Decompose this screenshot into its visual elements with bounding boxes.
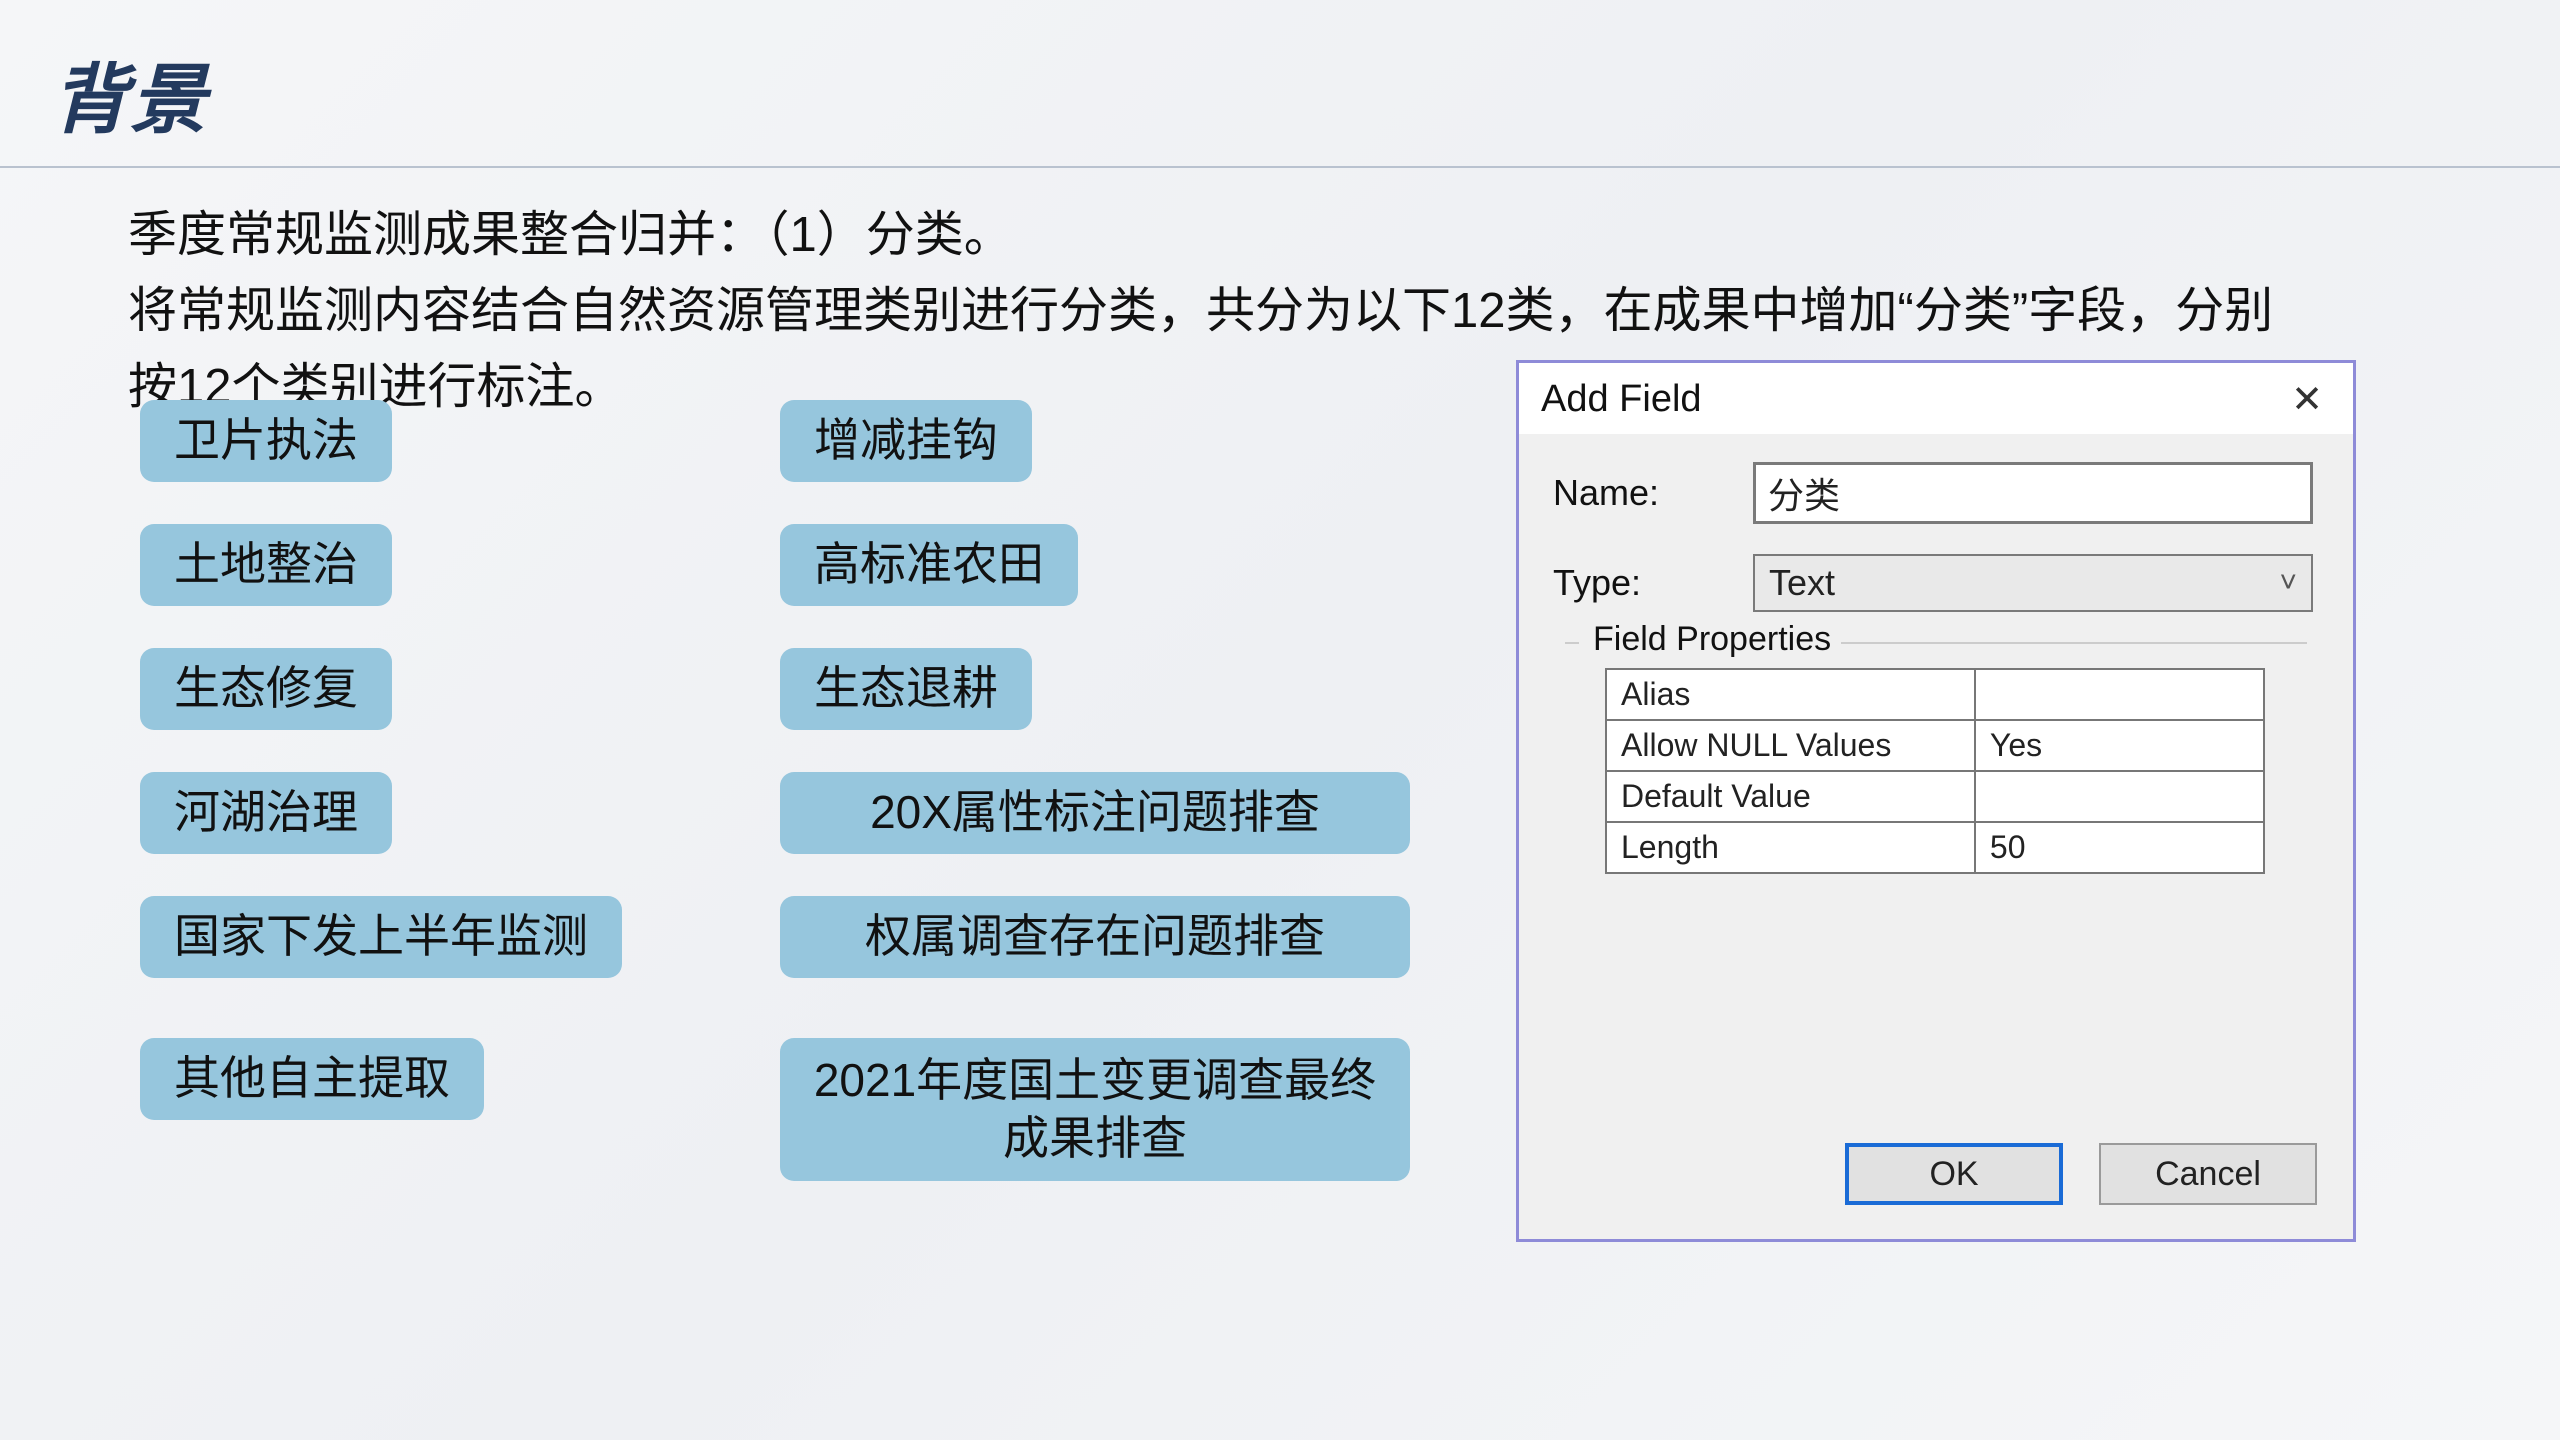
prop-value[interactable]: [1975, 771, 2264, 822]
dialog-titlebar: Add Field ✕: [1519, 363, 2353, 434]
dialog-button-row: OK Cancel: [1845, 1143, 2317, 1205]
type-label: Type:: [1553, 562, 1753, 604]
prop-label: Alias: [1606, 669, 1975, 720]
fieldset-legend: Field Properties: [1583, 620, 1841, 659]
prop-label: Length: [1606, 822, 1975, 873]
type-select[interactable]: Text ˅: [1753, 554, 2313, 612]
category-item: 其他自主提取: [140, 1038, 484, 1120]
ok-button[interactable]: OK: [1845, 1143, 2063, 1205]
category-grid: 卫片执法 增减挂钩 土地整治 高标准农田 生态修复 生态退耕 河湖治理 20X属…: [140, 400, 1500, 1223]
field-properties-table: Alias Allow NULL Values Yes Default Valu…: [1605, 668, 2265, 874]
table-row: Alias: [1606, 669, 2264, 720]
field-properties-fieldset: Field Properties Alias Allow NULL Values…: [1565, 642, 2307, 914]
close-icon[interactable]: ✕: [2283, 377, 2331, 422]
add-field-dialog: Add Field ✕ Name: 分类 Type: Text ˅ Field …: [1516, 360, 2356, 1242]
slide-title: 背景: [0, 0, 2560, 148]
category-item: 2021年度国土变更调查最终成果排查: [780, 1038, 1410, 1181]
category-item: 国家下发上半年监测: [140, 896, 622, 978]
table-row: Allow NULL Values Yes: [1606, 720, 2264, 771]
category-item: 生态退耕: [780, 648, 1032, 730]
category-item: 土地整治: [140, 524, 392, 606]
prop-value[interactable]: [1975, 669, 2264, 720]
category-item: 权属调查存在问题排查: [780, 896, 1410, 978]
dialog-body: Name: 分类 Type: Text ˅ Field Properties A…: [1519, 434, 2353, 914]
category-item: 卫片执法: [140, 400, 392, 482]
category-item: 河湖治理: [140, 772, 392, 854]
category-item: 20X属性标注问题排查: [780, 772, 1410, 854]
cancel-button[interactable]: Cancel: [2099, 1143, 2317, 1205]
table-row: Length 50: [1606, 822, 2264, 873]
dialog-title: Add Field: [1541, 378, 1702, 421]
prop-value[interactable]: 50: [1975, 822, 2264, 873]
prop-label: Allow NULL Values: [1606, 720, 1975, 771]
category-item: 生态修复: [140, 648, 392, 730]
prop-value[interactable]: Yes: [1975, 720, 2264, 771]
type-select-value: Text: [1769, 562, 1835, 604]
name-input[interactable]: 分类: [1753, 462, 2313, 524]
category-item: 高标准农田: [780, 524, 1078, 606]
chevron-down-icon: ˅: [2279, 566, 2297, 600]
table-row: Default Value: [1606, 771, 2264, 822]
category-item: 增减挂钩: [780, 400, 1032, 482]
prop-label: Default Value: [1606, 771, 1975, 822]
name-label: Name:: [1553, 472, 1753, 514]
